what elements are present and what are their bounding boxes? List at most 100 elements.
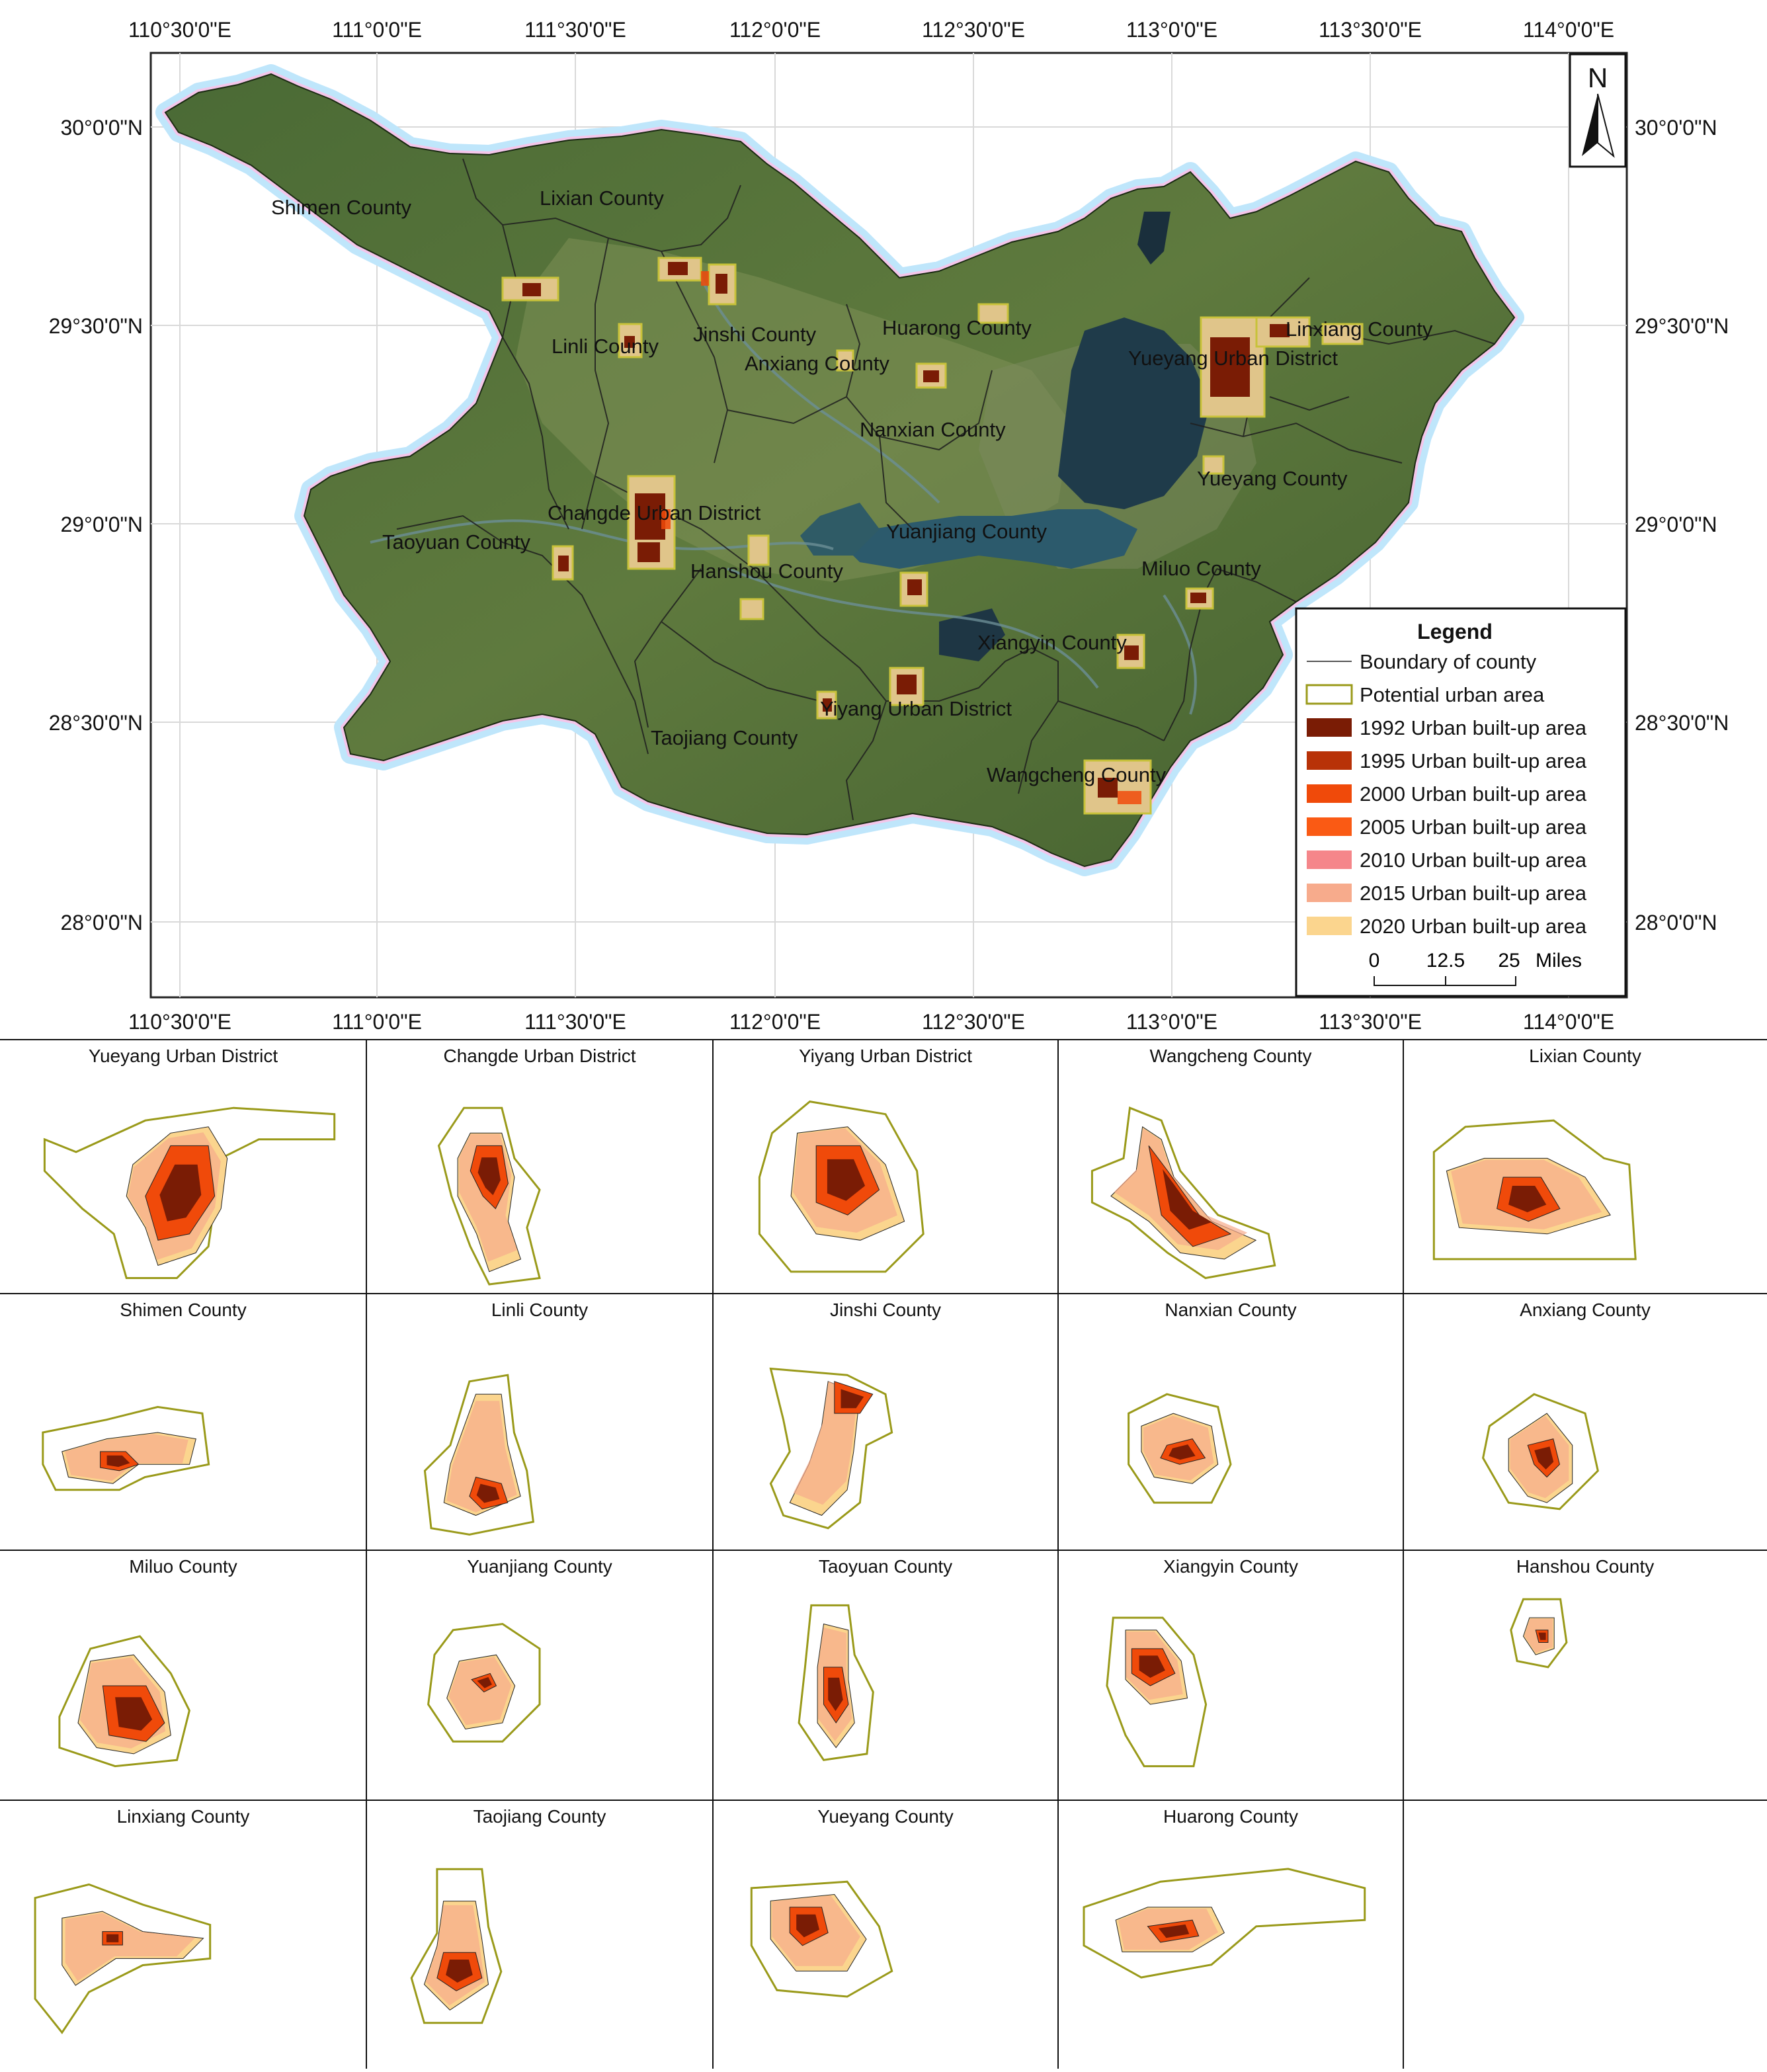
panel-title: Huarong County xyxy=(1163,1806,1298,1827)
label-shimen: Shimen County xyxy=(271,196,411,219)
inset-panel: Anxiang County xyxy=(1482,1300,1651,1511)
inset-panel: Linxiang County xyxy=(34,1806,250,2034)
builtup-1992 xyxy=(1538,1632,1546,1640)
legend-swatch xyxy=(1305,684,1353,705)
builtup-1992 xyxy=(1534,1446,1554,1470)
lat-label: 28°0'0"N xyxy=(1635,911,1717,934)
legend-item: 1992 Urban built-up area xyxy=(1307,716,1587,739)
north-arrow: N xyxy=(1569,53,1627,168)
lat-label: 29°0'0"N xyxy=(60,513,143,536)
legend-item: 2000 Urban built-up area xyxy=(1307,782,1587,806)
county-labels: Shimen County Lixian County Linli County… xyxy=(271,186,1433,786)
right-lat-labels: 30°0'0"N 29°30'0"N 29°0'0"N 28°30'0"N 28… xyxy=(1635,116,1729,934)
panel-title: Yueyang Urban District xyxy=(89,1046,278,1066)
builtup-1992 xyxy=(796,1914,819,1938)
north-label: N xyxy=(1588,62,1608,93)
panel-title: Yuanjiang County xyxy=(467,1556,612,1577)
legend-label: 2010 Urban built-up area xyxy=(1360,849,1587,872)
legend-item: 1995 Urban built-up area xyxy=(1307,749,1587,772)
legend-item: 2005 Urban built-up area xyxy=(1307,815,1587,839)
scale-bar: 0 12.5 25 Miles xyxy=(1369,950,1582,986)
panel-title: Yueyang County xyxy=(817,1806,954,1827)
lon-label: 110°30'0"E xyxy=(128,1010,231,1034)
builtup-1992 xyxy=(1158,1924,1190,1938)
panel-title: Changde Urban District xyxy=(443,1046,636,1066)
builtup-1992 xyxy=(115,1697,153,1731)
panel-title: Taojiang County xyxy=(473,1806,606,1827)
study-region xyxy=(155,64,1524,876)
lat-label: 29°30'0"N xyxy=(1635,314,1729,338)
panel-title: Yiyang Urban District xyxy=(799,1046,972,1066)
label-changde: Changde Urban District xyxy=(548,501,761,524)
label-hanshou: Hanshou County xyxy=(690,559,843,583)
legend-title: Legend xyxy=(1417,620,1493,643)
lon-label: 111°0'0"E xyxy=(332,18,422,42)
urban-patches xyxy=(501,257,1364,815)
legend-item: Potential urban area xyxy=(1305,683,1545,706)
label-yueyang-county: Yueyang County xyxy=(1197,467,1348,490)
builtup-1992 xyxy=(828,1677,843,1712)
lat-label: 28°30'0"N xyxy=(1635,711,1729,735)
lon-label: 114°0'0"E xyxy=(1523,1010,1614,1034)
legend: Legend Boundary of county Potential urban… xyxy=(1295,607,1627,997)
lat-label: 30°0'0"N xyxy=(60,116,143,140)
panel-title: Linxiang County xyxy=(117,1806,250,1827)
panel-title: Jinshi County xyxy=(830,1300,941,1320)
inset-panel: Taojiang County xyxy=(410,1806,606,2024)
panel-title: Anxiang County xyxy=(1520,1300,1651,1320)
label-taoyuan: Taoyuan County xyxy=(382,530,531,554)
label-lixian: Lixian County xyxy=(540,186,664,210)
legend-swatch xyxy=(1307,850,1352,869)
inset-panel: Yuanjiang County xyxy=(427,1556,612,1743)
inset-panel: Miluo County xyxy=(58,1556,237,1768)
lon-label: 111°30'0"E xyxy=(524,18,626,42)
label-huarong: Huarong County xyxy=(882,316,1032,339)
lon-label: 113°30'0"E xyxy=(1319,1010,1422,1034)
label-yiyang: Yiyang Urban District xyxy=(820,697,1012,720)
county-boundaries xyxy=(396,158,1495,821)
legend-swatch xyxy=(1307,751,1352,770)
lon-label: 112°30'0"E xyxy=(922,1010,1025,1034)
scale-end: 25 xyxy=(1498,950,1520,972)
left-lat-labels: 30°0'0"N 29°30'0"N 29°0'0"N 28°30'0"N 28… xyxy=(49,116,143,934)
inset-panel: Wangcheng County xyxy=(1090,1046,1312,1280)
legend-item: 2020 Urban built-up area xyxy=(1307,915,1587,938)
builtup-2000 xyxy=(1148,1145,1232,1247)
panel-title: Taoyuan County xyxy=(819,1556,952,1577)
inset-panels: Yueyang Urban District Changde Urban Dist… xyxy=(0,1039,1767,2069)
inset-panel: Yueyang Urban District xyxy=(43,1046,336,1279)
legend-swatch xyxy=(1307,718,1352,737)
label-linli: Linli County xyxy=(552,335,659,358)
legend-swatch xyxy=(1307,884,1352,902)
bottom-lon-labels: 110°30'0"E 111°0'0"E 111°30'0"E 112°0'0"… xyxy=(128,1010,1614,1034)
legend-item: 2010 Urban built-up area xyxy=(1307,849,1587,872)
label-linxiang: Linxiang County xyxy=(1286,317,1433,341)
builtup-1992 xyxy=(1169,1444,1196,1460)
inset-panel: Linli County xyxy=(423,1300,588,1536)
label-xiangyin: Xiangyin County xyxy=(977,631,1127,654)
lon-label: 112°0'0"E xyxy=(729,1010,821,1034)
builtup-1992 xyxy=(841,1389,864,1409)
lon-label: 111°0'0"E xyxy=(332,1010,422,1034)
scale-unit: Miles xyxy=(1536,950,1582,972)
lon-label: 114°0'0"E xyxy=(1523,18,1614,42)
lon-label: 112°0'0"E xyxy=(729,18,821,42)
builtup-1992 xyxy=(159,1164,202,1222)
builtup-1992 xyxy=(1508,1186,1547,1212)
panel-title: Xiangyin County xyxy=(1163,1556,1298,1577)
lat-label: 28°30'0"N xyxy=(49,711,143,735)
inset-panel: Nanxian County xyxy=(1128,1300,1297,1504)
builtup-1992 xyxy=(1139,1655,1165,1678)
lon-label: 113°0'0"E xyxy=(1126,18,1217,42)
builtup-1992 xyxy=(477,1157,501,1196)
main-map: 110°30'0"E 111°0'0"E 111°30'0"E 112°0'0"… xyxy=(49,18,1729,1034)
label-taojiang: Taojiang County xyxy=(651,726,798,749)
label-yueyang-urban: Yueyang Urban District xyxy=(1128,347,1338,370)
panel-title: Wangcheng County xyxy=(1150,1046,1312,1066)
legend-label: 2000 Urban built-up area xyxy=(1360,782,1587,806)
north-arrow-icon xyxy=(1582,94,1598,156)
builtup-2015 xyxy=(65,1913,196,1981)
dongting-lake xyxy=(800,212,1210,661)
lat-label: 30°0'0"N xyxy=(1635,116,1717,140)
lat-label: 29°30'0"N xyxy=(49,314,143,338)
